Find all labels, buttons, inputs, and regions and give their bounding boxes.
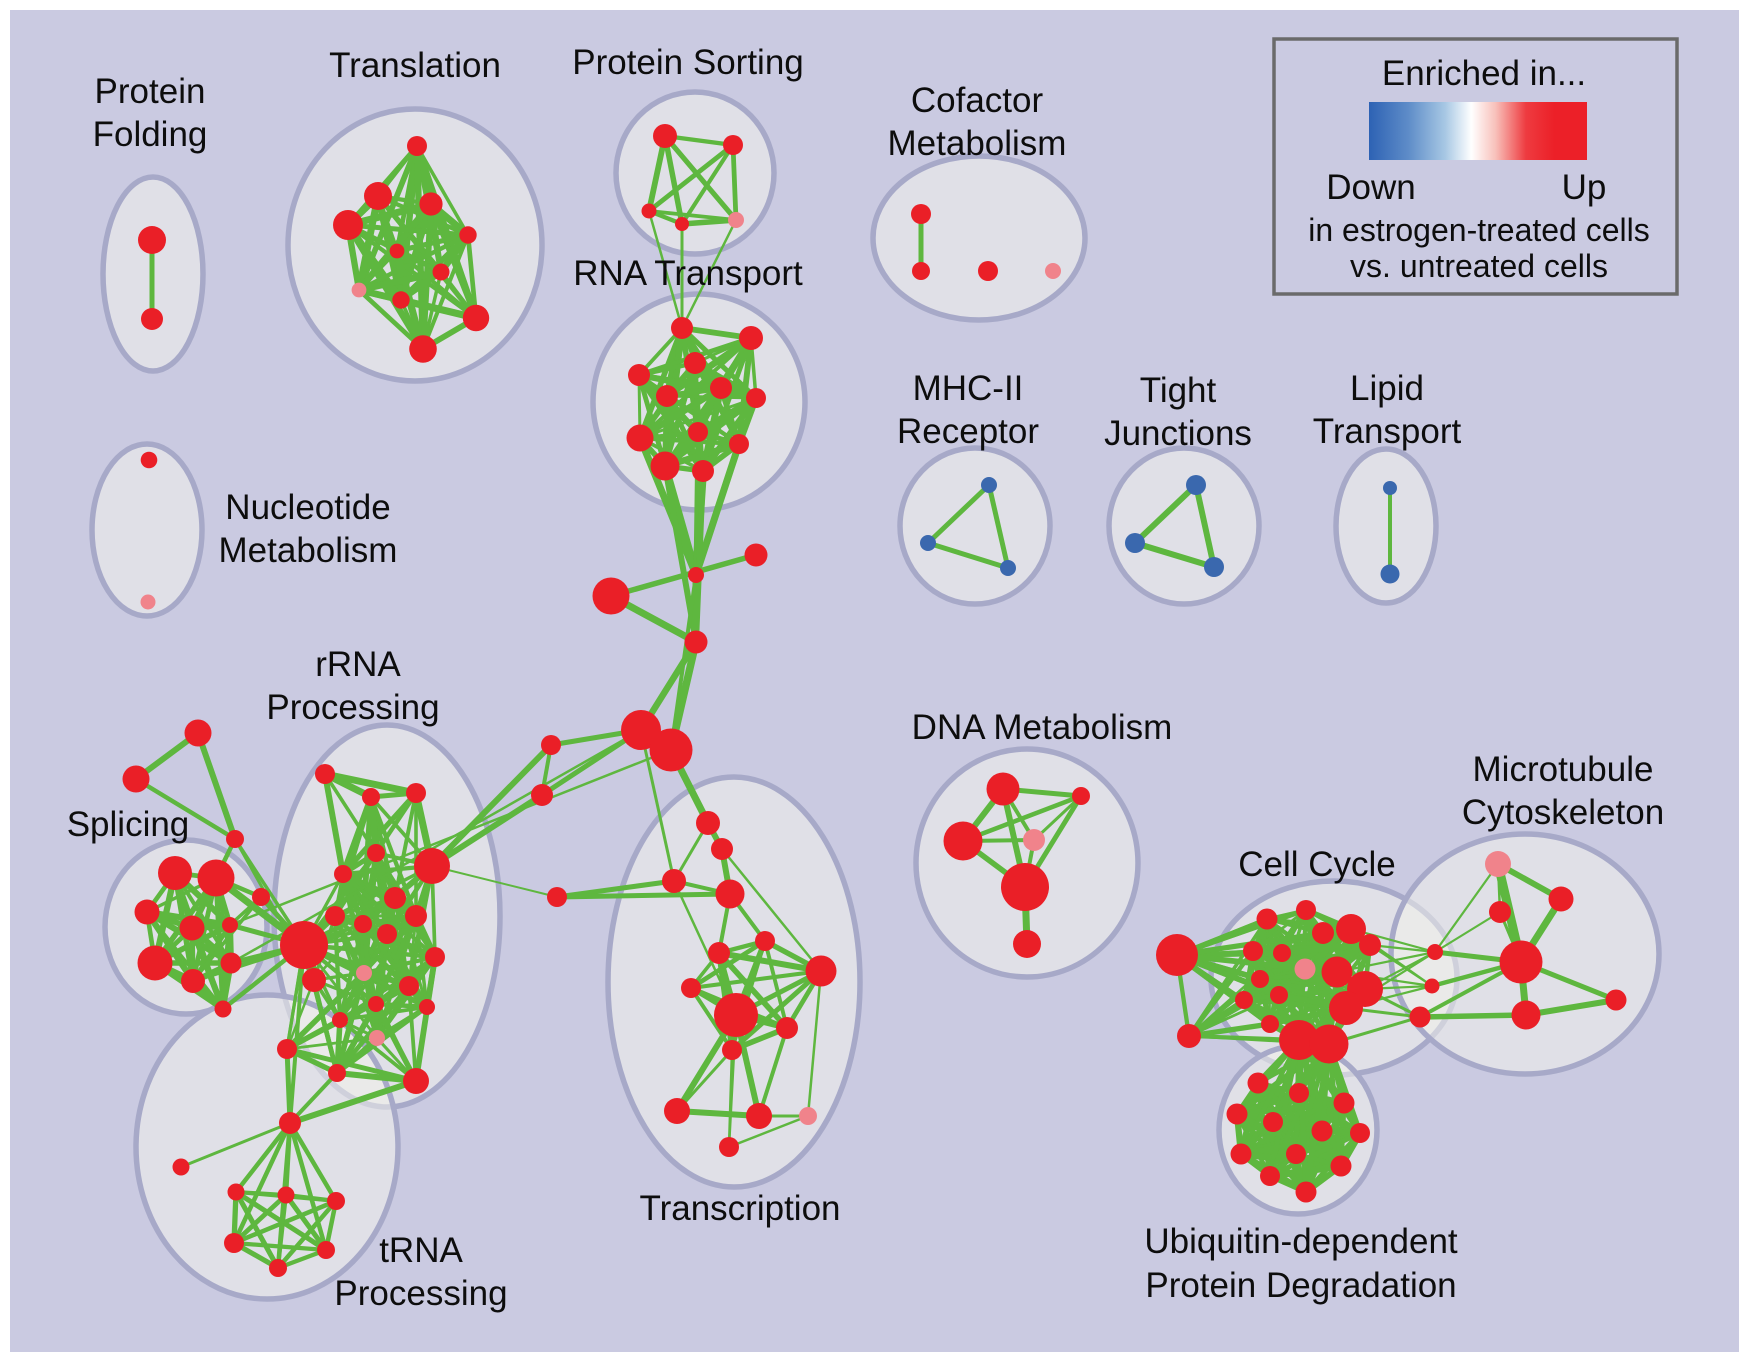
svg-text:Cofactor: Cofactor xyxy=(911,81,1044,120)
svg-text:Folding: Folding xyxy=(93,115,208,154)
svg-text:in estrogen-treated cells: in estrogen-treated cells xyxy=(1308,212,1650,248)
svg-text:Junctions: Junctions xyxy=(1104,414,1252,453)
svg-text:Cytoskeleton: Cytoskeleton xyxy=(1462,793,1664,832)
svg-text:Nucleotide: Nucleotide xyxy=(225,488,390,527)
svg-text:Processing: Processing xyxy=(334,1274,507,1313)
svg-text:RNA Transport: RNA Transport xyxy=(573,254,803,293)
svg-text:Protein Sorting: Protein Sorting xyxy=(572,43,804,82)
svg-text:Transcription: Transcription xyxy=(640,1189,841,1228)
svg-text:Metabolism: Metabolism xyxy=(888,124,1067,163)
svg-text:Microtubule: Microtubule xyxy=(1473,750,1654,789)
svg-text:Splicing: Splicing xyxy=(67,805,190,844)
svg-text:DNA Metabolism: DNA Metabolism xyxy=(912,708,1173,747)
svg-text:Ubiquitin-dependent: Ubiquitin-dependent xyxy=(1144,1222,1458,1261)
svg-text:Processing: Processing xyxy=(266,688,439,727)
svg-text:Receptor: Receptor xyxy=(897,412,1039,451)
svg-text:Down: Down xyxy=(1326,168,1415,207)
svg-text:Protein: Protein xyxy=(95,72,206,111)
svg-text:Enriched in...: Enriched in... xyxy=(1382,54,1586,93)
svg-text:vs. untreated cells: vs. untreated cells xyxy=(1350,248,1608,284)
svg-text:Up: Up xyxy=(1562,168,1607,207)
svg-text:tRNA: tRNA xyxy=(379,1231,463,1270)
svg-text:MHC-II: MHC-II xyxy=(913,369,1024,408)
svg-text:Translation: Translation xyxy=(329,46,501,85)
svg-text:Metabolism: Metabolism xyxy=(219,531,398,570)
svg-text:Protein Degradation: Protein Degradation xyxy=(1145,1266,1456,1305)
svg-text:Cell Cycle: Cell Cycle xyxy=(1238,845,1396,884)
svg-text:Lipid: Lipid xyxy=(1350,369,1424,408)
svg-text:Tight: Tight xyxy=(1140,371,1217,410)
svg-text:Transport: Transport xyxy=(1313,412,1462,451)
svg-text:rRNA: rRNA xyxy=(315,645,401,684)
